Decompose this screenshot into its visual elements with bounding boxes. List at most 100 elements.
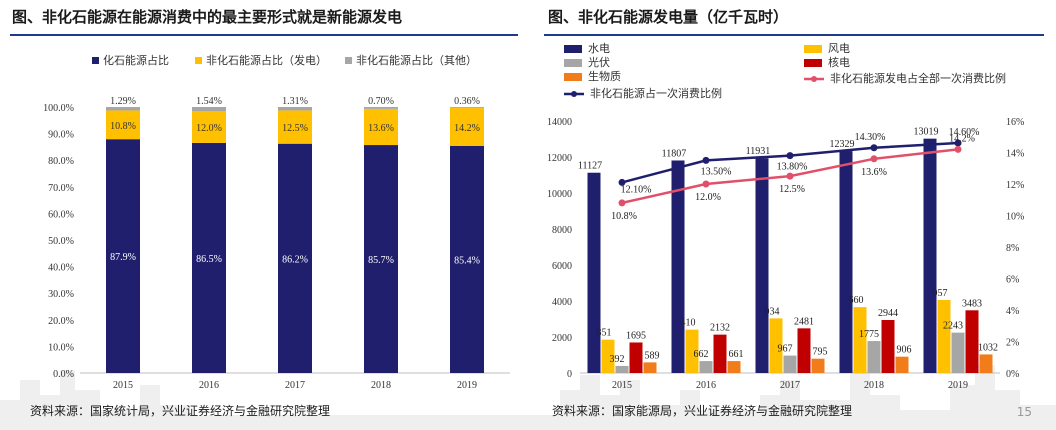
legend-swatch-水电 [564, 45, 582, 53]
bar-segment-2 [450, 108, 484, 146]
line-marker-1 [618, 178, 626, 186]
bar-value-label: 661 [729, 349, 744, 360]
line-marker-1 [786, 152, 794, 160]
x-tick-label: 2018 [864, 380, 884, 391]
bar-value-label: 2944 [878, 308, 898, 319]
line-marker-2 [702, 180, 710, 188]
bar-2 [937, 299, 951, 373]
line-marker-1 [702, 156, 710, 164]
bar-value-label: 1032 [978, 342, 998, 353]
bar-value-label: 057 [933, 288, 948, 299]
bar-value-label: 12329 [830, 139, 855, 150]
legend-line-label-1: 非化石能源占一次消费比例 [590, 86, 722, 100]
x-tick-label: 2019 [948, 380, 968, 391]
data-label: 13.6% [368, 123, 394, 134]
bar-3 [951, 332, 965, 373]
bar-1 [923, 138, 937, 373]
line-value-label: 13.6% [861, 167, 887, 178]
left-source-note: 资料来源：国家统计局，兴业证券经济与金融研究院整理 [30, 404, 331, 418]
bar-value-label: 1775 [859, 329, 879, 340]
y2-tick-label: 0% [1006, 369, 1019, 380]
line-marker-1 [954, 139, 962, 147]
bar-segment-1 [278, 143, 312, 373]
x-tick-label: 2015 [113, 380, 133, 391]
left-stacked-bar-chart: 化石能源占比 非化石能源占比（发电） 非化石能源占比（其他） 0.0% 10.0% 20.… [43, 53, 510, 391]
x-tick-label: 2016 [199, 380, 219, 391]
y-tick-label: 40.0% [48, 263, 74, 274]
bar-segment-3 [106, 107, 140, 111]
bar-1 [839, 151, 853, 373]
data-label: 85.7% [368, 255, 394, 266]
bar-5 [979, 354, 993, 373]
bar-segment-1 [364, 145, 398, 373]
legend-marker-2 [811, 76, 817, 82]
x-tick-label: 2019 [457, 380, 477, 391]
legend-marker-1 [571, 91, 577, 97]
y-tick-label: 10.0% [48, 342, 74, 353]
bar-value-label: 795 [813, 347, 828, 358]
line-marker-2 [618, 199, 626, 207]
bar-value-label: 3483 [962, 298, 982, 309]
data-label: 12.5% [282, 123, 308, 134]
y-tick-label: 90.0% [48, 130, 74, 141]
y-tick-label: 20.0% [48, 316, 74, 327]
line-value-label: 14.60% [949, 127, 980, 138]
right-source-note: 资料来源：国家能源局，兴业证券经济与金融研究院整理 [552, 404, 853, 418]
bar-value-label: 2132 [710, 323, 730, 334]
data-label: 86.5% [196, 254, 222, 265]
bar-segment-2 [192, 110, 226, 143]
line-value-label: 13.80% [777, 162, 808, 173]
legend-label-4: 核电 [828, 55, 850, 69]
bar-value-label: 11931 [746, 146, 771, 157]
y2-tick-label: 8% [1006, 243, 1019, 254]
bar-value-label: 410 [681, 318, 696, 329]
line-marker-2 [954, 145, 962, 153]
right-title-rule [544, 34, 1044, 36]
y-tick-label: 6000 [552, 261, 572, 272]
y2-tick-label: 14% [1006, 149, 1024, 160]
legend-swatch-核电 [804, 59, 822, 67]
bar-segment-1 [192, 142, 226, 373]
bar-segment-3 [278, 107, 312, 111]
bar-value-label: 392 [610, 354, 625, 365]
x-tick-label: 2018 [371, 380, 391, 391]
left-chart-title: 图、非化石能源在能源消费中的最主要形式就是新能源发电 [12, 8, 403, 26]
data-label: 0.36% [454, 96, 480, 107]
data-label: 87.9% [110, 252, 136, 263]
bar-3 [699, 361, 713, 373]
bar-segment-3 [450, 107, 484, 109]
bar-2 [853, 307, 867, 373]
bar-value-label: 1695 [626, 330, 646, 341]
bar-value-label: 660 [849, 295, 864, 306]
data-label: 1.29% [110, 96, 136, 107]
legend-label-1: 水电 [588, 42, 610, 55]
x-tick-label: 2017 [285, 380, 305, 391]
bar-3 [783, 355, 797, 373]
y-tick-label: 0 [567, 369, 572, 380]
line-value-label: 14.30% [855, 132, 886, 143]
legend-swatch-2 [195, 57, 202, 64]
bar-segment-2 [278, 110, 312, 144]
bar-2 [601, 339, 615, 373]
y2-tick-label: 12% [1006, 180, 1024, 191]
bar-4 [713, 334, 727, 373]
y2-tick-label: 10% [1006, 212, 1024, 223]
data-label: 1.54% [196, 96, 222, 107]
bar-5 [895, 356, 909, 373]
legend-label-1: 化石能源占比 [103, 53, 169, 67]
y-tick-label: 30.0% [48, 289, 74, 300]
bar-1 [671, 160, 685, 373]
bar-1 [587, 172, 601, 373]
bar-segment-2 [106, 110, 140, 140]
data-label: 85.4% [454, 255, 480, 266]
y2-tick-label: 16% [1006, 117, 1024, 128]
bar-value-label: 851 [597, 328, 612, 339]
right-chart-title: 图、非化石能源发电量（亿千瓦时） [548, 8, 789, 26]
bar-value-label: 2243 [943, 321, 963, 332]
data-label: 14.2% [454, 123, 480, 134]
line-value-label: 13.50% [701, 166, 732, 177]
bar-2 [685, 329, 699, 373]
line-value-label: 10.8% [611, 211, 637, 222]
bar-5 [643, 362, 657, 373]
